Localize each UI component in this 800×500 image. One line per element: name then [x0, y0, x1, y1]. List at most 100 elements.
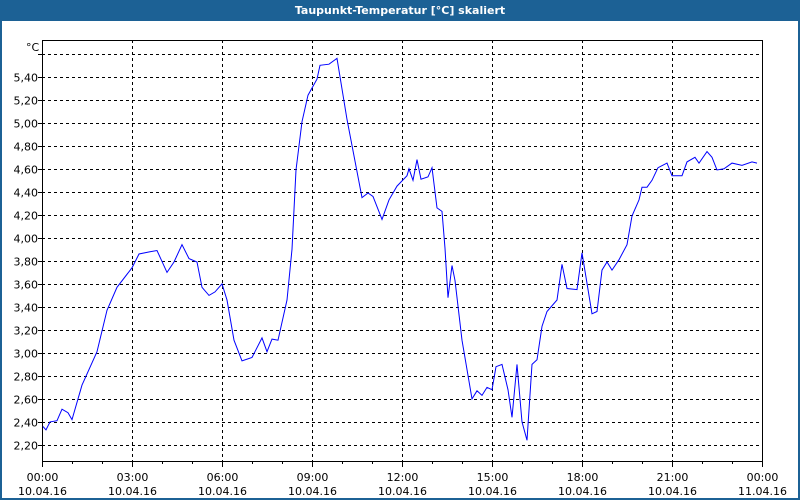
data-point: [601, 269, 602, 270]
data-point: [346, 119, 347, 120]
data-point: [328, 64, 329, 65]
data-point: [641, 187, 642, 188]
data-point: [131, 267, 132, 268]
data-point: [638, 199, 639, 200]
data-point: [611, 269, 612, 270]
data-point: [546, 311, 547, 312]
data-point: [436, 207, 437, 208]
data-point: [671, 175, 672, 176]
data-point: [591, 313, 592, 314]
data-point: [723, 168, 724, 169]
data-point: [521, 421, 522, 422]
y-tick-label: 4,80: [14, 141, 39, 154]
data-point: [711, 157, 712, 158]
y-tick-label: 2,20: [14, 440, 39, 453]
data-point: [56, 420, 57, 421]
data-point: [495, 366, 496, 367]
data-point: [181, 244, 182, 245]
line-chart: 2,20 2,40 2,60 2,80 3,00 3,20 3,40 3,60 3,80 4,00…: [14, 40, 787, 498]
data-point: [106, 310, 107, 311]
data-point: [149, 251, 150, 252]
data-point: [96, 351, 97, 352]
data-point: [526, 440, 527, 441]
data-point: [596, 311, 597, 312]
data-point: [214, 291, 215, 292]
x-tick-time: 00:00: [27, 471, 59, 484]
x-tick-date: 10.04.16: [378, 485, 427, 498]
data-point: [286, 299, 287, 300]
data-point: [741, 165, 742, 166]
data-point: [651, 180, 652, 181]
data-point: [441, 211, 442, 212]
chart-area: 2,20 2,40 2,60 2,80 3,00 3,20 3,40 3,60 3,80 4,00…: [2, 21, 798, 498]
data-point: [201, 287, 202, 288]
y-tick-label: 4,20: [14, 210, 39, 223]
data-point: [756, 162, 757, 163]
data-point: [536, 359, 537, 360]
y-axis-unit: °C: [26, 41, 40, 54]
data-point: [451, 265, 452, 266]
y-tick-label: 3,60: [14, 279, 39, 292]
data-point: [67, 412, 68, 413]
data-point: [444, 248, 445, 249]
data-point: [49, 421, 50, 422]
y-tick-label: 3,00: [14, 348, 39, 361]
data-point: [196, 261, 197, 262]
y-tick-label: 5,00: [14, 118, 39, 131]
data-point: [221, 283, 222, 284]
data-point: [481, 395, 482, 396]
x-tick-date: 10.04.16: [648, 485, 697, 498]
data-point: [431, 167, 432, 168]
data-point: [646, 187, 647, 188]
data-point: [116, 287, 117, 288]
data-point: [138, 253, 139, 254]
x-tick-time: 21:00: [657, 471, 689, 484]
x-tick-date: 10.04.16: [468, 485, 517, 498]
data-point: [166, 272, 167, 273]
data-point: [372, 196, 373, 197]
data-point: [241, 360, 242, 361]
data-point: [251, 357, 252, 358]
window-title: Taupunkt-Temperatur [°C] skaliert: [294, 4, 506, 17]
y-tick-label: 5,20: [14, 95, 39, 108]
data-point: [471, 398, 472, 399]
data-point: [698, 162, 699, 163]
data-point: [666, 162, 667, 163]
data-point: [208, 295, 209, 296]
x-tick-date: 11.04.16: [738, 485, 787, 498]
data-point: [61, 409, 62, 410]
x-tick-date: 10.04.16: [198, 485, 247, 498]
data-point: [45, 429, 46, 430]
plot-frame: [42, 40, 763, 462]
data-point: [454, 280, 455, 281]
data-point: [566, 288, 567, 289]
data-point: [301, 121, 302, 122]
data-point: [731, 162, 732, 163]
data-point: [336, 58, 337, 59]
y-tick-label: 5,40: [14, 72, 39, 85]
y-tick-label: 2,80: [14, 371, 39, 384]
data-point: [319, 65, 320, 66]
data-point: [476, 390, 477, 391]
data-point: [307, 95, 308, 96]
x-tick-date: 10.04.16: [558, 485, 607, 498]
data-point: [266, 351, 267, 352]
data-point: [361, 197, 362, 198]
data-point: [631, 215, 632, 216]
data-point: [461, 340, 462, 341]
data-point: [420, 179, 421, 180]
data-point: [291, 249, 292, 250]
y-tick-label: 3,20: [14, 325, 39, 338]
data-point: [511, 417, 512, 418]
x-tick-time: 18:00: [567, 471, 599, 484]
x-tick-date: 10.04.16: [18, 485, 67, 498]
data-point: [486, 387, 487, 388]
data-point: [295, 169, 296, 170]
data-point: [226, 299, 227, 300]
data-point: [406, 175, 407, 176]
data-point: [367, 192, 368, 193]
x-tick-time: 09:00: [297, 471, 329, 484]
data-point: [531, 364, 532, 365]
data-point: [381, 219, 382, 220]
